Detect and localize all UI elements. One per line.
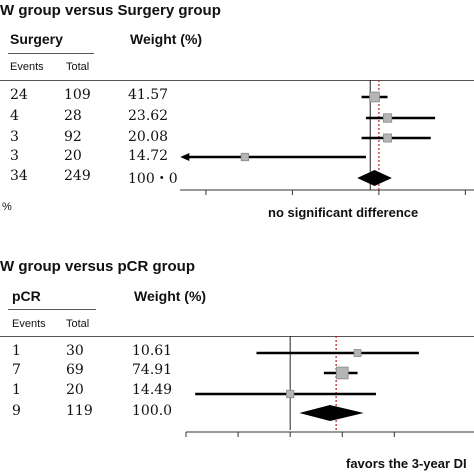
events-cell: 3 (10, 148, 19, 164)
events-cell: 34 (10, 168, 28, 184)
total-cell: 92 (64, 129, 82, 145)
panel-1-weight-header: Weight (%) (130, 31, 203, 47)
panel-2-events-subheader: Events (12, 318, 46, 330)
panel-1-footnote: % (2, 201, 12, 213)
weight-cell: 14.49 (132, 382, 173, 398)
events-cell: 1 (12, 382, 21, 398)
events-cell: 1 (12, 343, 21, 359)
total-cell: 249 (64, 168, 91, 184)
total-cell: 69 (66, 362, 84, 378)
weight-cell: 100.0 (132, 403, 173, 419)
events-cell: 3 (10, 129, 19, 145)
weight-cell: 74.91 (132, 362, 173, 378)
panel-1-events-subheader: Events (10, 61, 44, 73)
panel-1-group-header: Surgery (10, 31, 63, 47)
panel-2-title: W group versus pCR group (0, 258, 195, 275)
study-estimate-box (382, 113, 393, 123)
weight-cell: 23.62 (128, 108, 169, 124)
study-estimate-box (286, 389, 295, 399)
events-cell: 9 (12, 403, 21, 419)
total-cell: 30 (66, 343, 84, 359)
pooled-diamond (357, 170, 392, 186)
weight-cell: 14.72 (128, 148, 169, 164)
panel-1-table-rule (0, 80, 474, 81)
study-estimate-box (335, 366, 349, 380)
events-cell: 4 (10, 108, 19, 124)
total-cell: 119 (66, 403, 93, 419)
events-cell: 7 (12, 362, 21, 378)
ci-arrow (180, 153, 190, 161)
events-cell: 24 (10, 87, 28, 103)
study-estimate-box (353, 349, 362, 357)
pooled-diamond (299, 405, 364, 421)
panel-2-weight-header: Weight (%) (134, 288, 207, 304)
total-cell: 109 (64, 87, 91, 103)
panel-1-total-subheader: Total (66, 61, 90, 73)
weight-cell: 100・0 (128, 171, 178, 187)
panel-2-total-subheader: Total (66, 318, 90, 330)
panel-1-header-rule (8, 53, 94, 54)
total-cell: 20 (66, 382, 84, 398)
study-estimate-box (240, 152, 249, 162)
panel-2-header-rule (8, 309, 96, 310)
total-cell: 28 (64, 108, 82, 124)
panel-1-annotation: no significant difference (268, 205, 419, 220)
weight-cell: 20.08 (128, 129, 169, 145)
panel-1-title: W group versus Surgery group (0, 2, 221, 19)
panel-2-group-header: pCR (12, 288, 41, 304)
study-estimate-box (369, 91, 380, 103)
weight-cell: 10.61 (132, 343, 173, 359)
study-estimate-box (383, 133, 392, 143)
total-cell: 20 (64, 148, 82, 164)
weight-cell: 41.57 (128, 87, 169, 103)
panel-2-annotation: favors the 3-year DI (346, 456, 467, 471)
panel-2-table-rule (0, 336, 474, 337)
